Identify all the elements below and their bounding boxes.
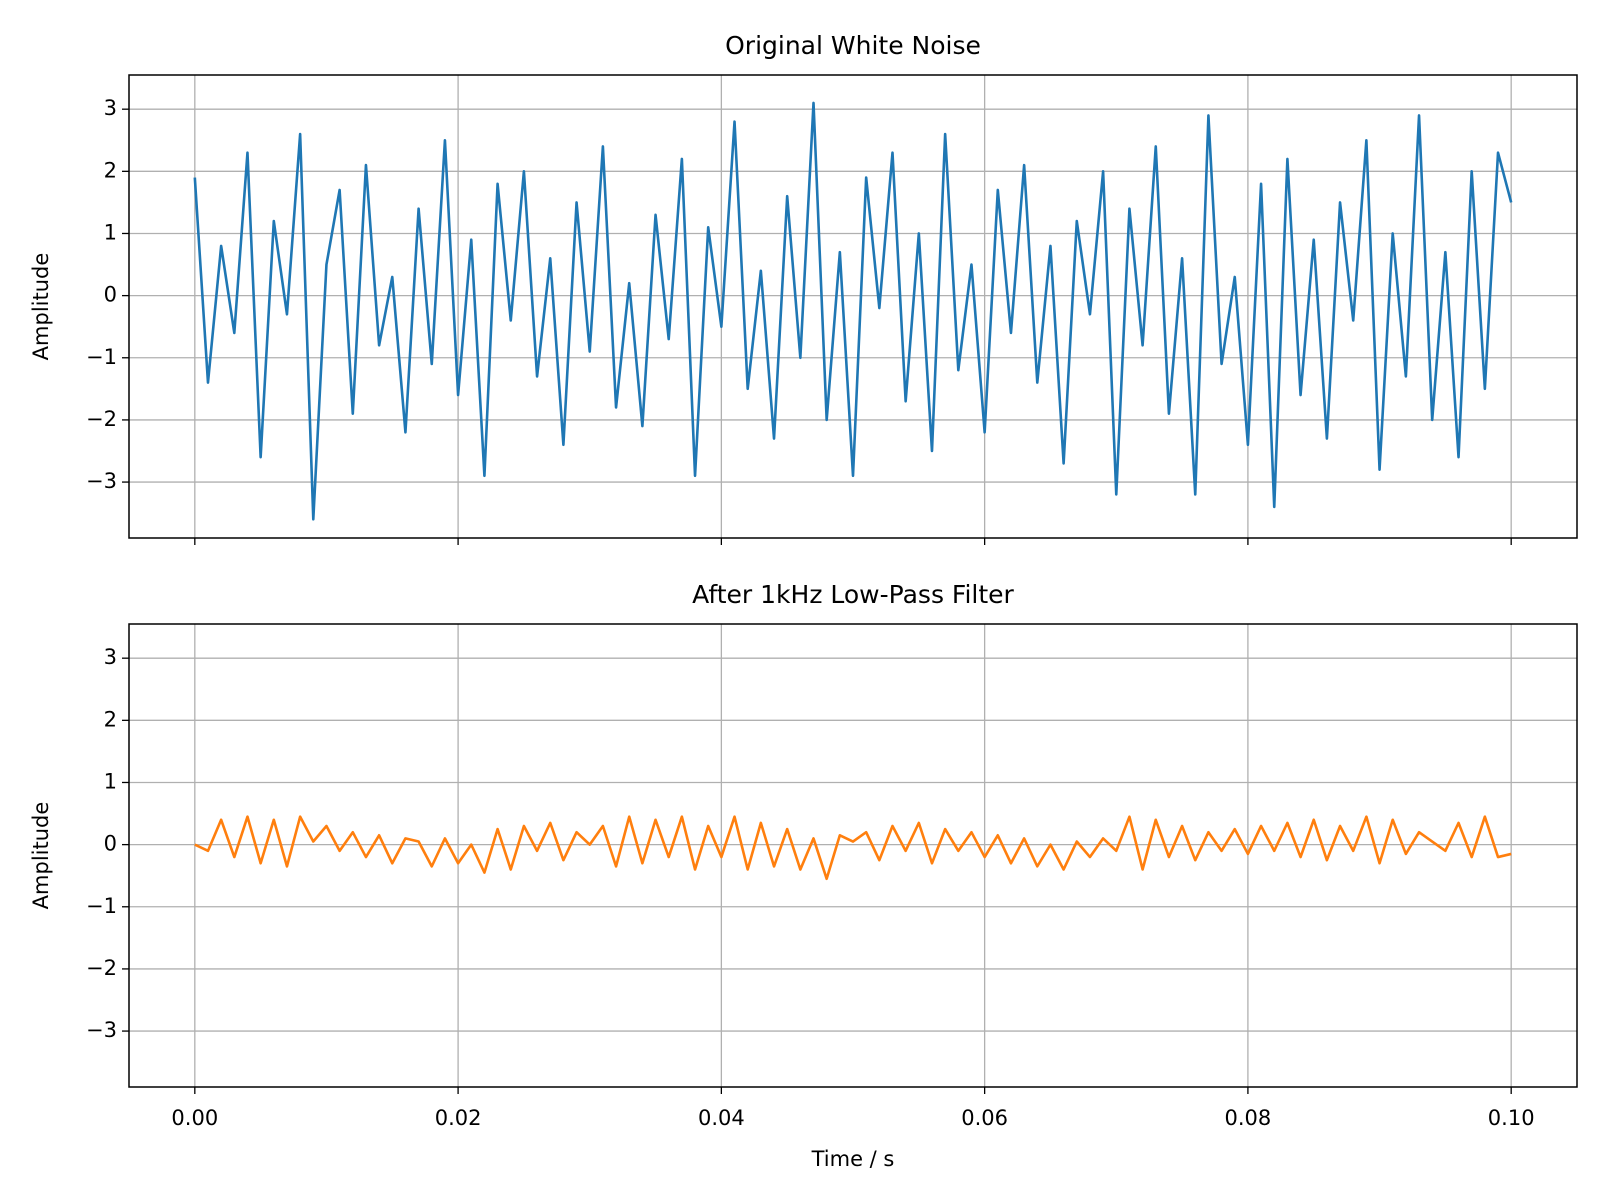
axes-frame	[128, 623, 1578, 1088]
y-tick-label: 2	[104, 158, 117, 182]
y-tick-label: 3	[104, 96, 117, 120]
x-tick-label: 0.08	[1225, 1106, 1272, 1130]
y-tick-label: −3	[86, 469, 117, 493]
chart-title: After 1kHz Low-Pass Filter	[692, 580, 1014, 609]
x-tick-label: 0.04	[698, 1106, 745, 1130]
y-axis-label: Amplitude	[29, 802, 53, 910]
x-tick-label: 0.02	[435, 1106, 482, 1130]
y-tick-label: 1	[104, 769, 117, 793]
y-tick-label: −2	[86, 407, 117, 431]
chart-title: Original White Noise	[725, 31, 981, 60]
y-tick-label: −3	[86, 1018, 117, 1042]
x-tick-label: 0.10	[1488, 1106, 1535, 1130]
signal-line	[194, 815, 1512, 881]
y-tick-label: 0	[104, 283, 117, 307]
y-tick-label: 3	[104, 645, 117, 669]
y-tick-label: 2	[104, 707, 117, 731]
y-tick-label: 1	[104, 220, 117, 244]
x-axis-label: Time / s	[811, 1147, 895, 1171]
y-tick-label: −2	[86, 956, 117, 980]
y-tick-label: −1	[86, 894, 117, 918]
y-tick-label: 0	[104, 832, 117, 856]
y-tick-label: −1	[86, 345, 117, 369]
signal-line	[193, 101, 1513, 521]
x-tick-label: 0.06	[961, 1106, 1008, 1130]
x-tick-label: 0.00	[171, 1106, 218, 1130]
axes-frame	[128, 74, 1578, 539]
y-axis-label: Amplitude	[29, 253, 53, 361]
